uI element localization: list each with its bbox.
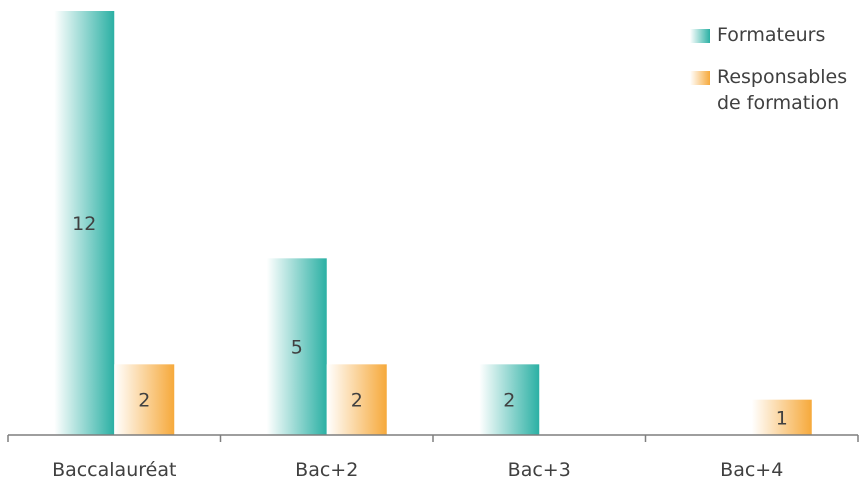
legend-swatch-responsables [690,71,710,85]
data-label: 12 [72,213,96,235]
bars-layer: 12 2 5 2 2 1 [54,11,812,435]
legend: Formateurs Responsables de formation [690,22,867,116]
data-label: 2 [503,390,515,412]
legend-swatch-formateurs [690,29,710,43]
x-tick-label: Bac+3 [508,459,571,481]
legend-item-responsables: Responsables de formation [690,64,867,116]
legend-label-formateurs: Formateurs [717,24,826,46]
legend-label-responsables: Responsables de formation [717,66,848,114]
x-axis: Baccalauréat Bac+2 Bac+3 Bac+4 [7,434,859,481]
bar-formateurs [266,258,327,435]
data-label: 2 [138,390,150,412]
data-label: 5 [291,337,303,359]
bar-responsables [326,364,387,435]
x-tick-label: Bac+2 [295,459,358,481]
data-label: 1 [776,407,788,429]
x-tick-label: Bac+4 [720,459,783,481]
bar-responsables [751,399,812,435]
bar-responsables [114,364,175,435]
bar-formateurs [54,11,115,435]
x-tick-label: Baccalauréat [52,459,176,481]
legend-item-formateurs: Formateurs [690,22,867,48]
bar-formateurs [479,364,540,435]
data-label: 2 [351,390,363,412]
